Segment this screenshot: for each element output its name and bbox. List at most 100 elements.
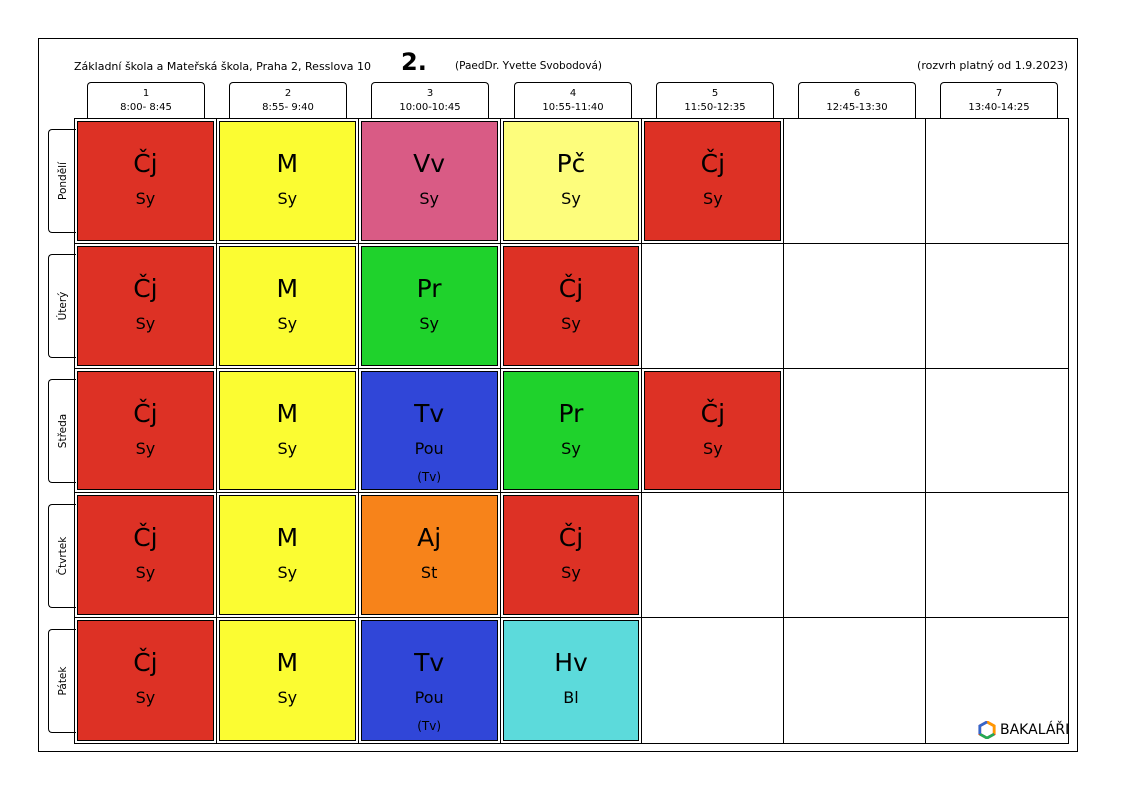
timetable-cell (926, 369, 1068, 494)
lesson-subject: Pr (558, 398, 584, 428)
lesson-teacher: Sy (561, 563, 581, 583)
lesson-subject: Čj (133, 149, 158, 178)
lesson-teacher: Sy (277, 189, 298, 208)
lesson-subject: Vv (413, 149, 446, 178)
timetable-cell: Čj Sy (75, 368, 217, 494)
lesson-subject: M (276, 398, 299, 428)
period-header-7: 7 13:40-14:25 (940, 82, 1058, 119)
lesson-card[interactable]: Pr Sy (360, 245, 498, 366)
timetable-cell: M Sy (216, 368, 359, 494)
lesson-card[interactable]: Čj Sy (77, 620, 214, 741)
lesson-card[interactable]: Tv Pou (Tv) (360, 620, 498, 741)
bakalari-hexagon-icon (978, 721, 996, 739)
lesson-teacher: Sy (277, 688, 298, 708)
day-label-1: Pondělí (48, 129, 76, 233)
period-time: 8:00- 8:45 (120, 102, 172, 113)
lesson-card[interactable]: M Sy (218, 495, 356, 616)
timetable-cell: Pr Sy (500, 368, 643, 494)
period-number: 5 (711, 88, 719, 99)
lesson-card[interactable]: Hv Bl (502, 620, 640, 741)
timetable-cell: Čj Sy (500, 243, 643, 369)
day-label-5: Pátek (48, 629, 76, 733)
lesson-teacher: Sy (277, 563, 298, 583)
period-number: 3 (426, 88, 434, 99)
lesson-subject: M (276, 523, 299, 553)
lesson-card[interactable]: M Sy (218, 245, 356, 366)
lesson-teacher: Sy (277, 313, 298, 333)
lesson-teacher: Bl (563, 688, 579, 708)
lesson-subject: Hv (554, 648, 588, 678)
period-header-5: 5 11:50-12:35 (656, 82, 774, 119)
period-time: 10:00-10:45 (399, 102, 461, 113)
lesson-subject: Čj (700, 149, 726, 178)
lesson-teacher: Pou (414, 438, 444, 458)
period-time: 10:55-11:40 (542, 102, 604, 113)
lesson-subject: M (276, 149, 299, 178)
timetable-cell: Čj Sy (75, 243, 217, 369)
lesson-teacher: St (420, 563, 438, 583)
period-time: 11:50-12:35 (684, 102, 746, 113)
timetable-cell: Čj Sy (500, 493, 643, 619)
lesson-card[interactable]: Čj Sy (502, 495, 640, 616)
lesson-card[interactable]: Čj Sy (77, 121, 214, 241)
lesson-teacher: Sy (419, 189, 439, 208)
lesson-card[interactable]: Čj Sy (644, 370, 782, 491)
timetable-cell: Aj St (358, 493, 501, 619)
lesson-card[interactable]: Čj Sy (77, 245, 214, 366)
lesson-teacher: Sy (135, 563, 156, 583)
timetable-cell: M Sy (216, 493, 359, 619)
timetable-cell: Čj Sy (75, 119, 217, 244)
timetable-cell: Hv Bl (501, 618, 643, 743)
timetable-grid: Čj Sy M Sy Vv Sy Pč Sy Čj Sy Čj Sy M Sy Pr Sy Čj Sy Čj Sy M S… (74, 118, 1069, 744)
timetable-cell (784, 493, 927, 619)
lesson-subject: Tv (414, 648, 445, 678)
timetable-cell: Čj Sy (75, 618, 217, 743)
period-time: 12:45-13:30 (826, 102, 888, 113)
timetable-cell (784, 243, 927, 369)
period-number: 1 (142, 88, 150, 99)
lesson-card[interactable]: Pč Sy (502, 121, 640, 241)
lesson-teacher: Sy (561, 438, 581, 458)
lesson-card[interactable]: Tv Pou (Tv) (360, 370, 498, 491)
lesson-teacher: Sy (703, 438, 723, 458)
lesson-group: (Tv) (417, 469, 442, 484)
day-name: Pondělí (56, 162, 69, 200)
lesson-card[interactable]: M Sy (218, 121, 356, 241)
period-header-6: 6 12:45-13:30 (798, 82, 916, 119)
lesson-card[interactable]: Čj Sy (77, 495, 214, 616)
bakalari-logo-text: BAKALÁŘI (1000, 722, 1070, 738)
lesson-card[interactable]: Aj St (360, 495, 498, 616)
timetable-cell (784, 618, 927, 743)
timetable-cell: M Sy (217, 618, 359, 743)
lesson-teacher: Sy (277, 438, 298, 458)
period-header-1: 1 8:00- 8:45 (87, 82, 205, 119)
day-name: Úterý (56, 291, 69, 321)
lesson-card[interactable]: M Sy (218, 620, 356, 741)
validity-note: (rozvrh platný od 1.9.2023) (917, 59, 1068, 72)
day-label-3: Středa (48, 379, 76, 483)
lesson-card[interactable]: Pr Sy (502, 370, 640, 491)
timetable-cell: M Sy (216, 243, 359, 369)
lesson-card[interactable]: M Sy (218, 370, 356, 491)
lesson-subject: Pč (556, 149, 586, 178)
day-label-4: Čtvrtek (48, 504, 76, 608)
lesson-card[interactable]: Čj Sy (502, 245, 640, 366)
lesson-subject: Čj (700, 398, 726, 428)
lesson-card[interactable]: Čj Sy (644, 121, 782, 241)
period-header-3: 3 10:00-10:45 (371, 82, 489, 119)
lesson-card[interactable]: Čj Sy (77, 370, 214, 491)
timetable-cell (926, 244, 1068, 369)
timetable-cell (784, 119, 927, 244)
lesson-teacher: Sy (419, 313, 439, 333)
lesson-card[interactable]: Vv Sy (360, 121, 498, 241)
timetable-cell (926, 119, 1068, 244)
lesson-teacher: Sy (135, 313, 156, 333)
timetable-cell (642, 618, 785, 743)
period-number: 7 (995, 88, 1003, 99)
period-time: 13:40-14:25 (968, 102, 1030, 113)
lesson-subject: Tv (414, 398, 445, 428)
day-name: Středa (56, 413, 69, 449)
timetable-cell: Čj Sy (642, 119, 785, 244)
day-label-2: Úterý (48, 254, 76, 358)
lesson-teacher: Sy (561, 189, 581, 208)
